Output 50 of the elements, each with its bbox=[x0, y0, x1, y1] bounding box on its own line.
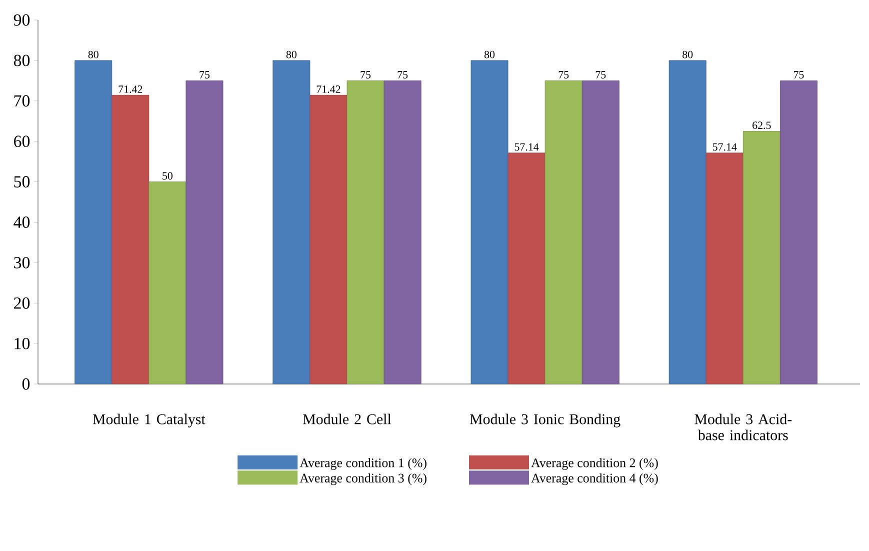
bar bbox=[272, 60, 310, 384]
y-tick-label: 40 bbox=[14, 216, 30, 228]
data-label: 80 bbox=[88, 50, 98, 58]
y-tick-label: 20 bbox=[14, 297, 30, 309]
data-label: 57.14 bbox=[514, 143, 539, 151]
bar bbox=[310, 94, 348, 384]
x-tick-label: Module 2 Cell bbox=[303, 414, 392, 424]
bar bbox=[508, 152, 546, 384]
bar bbox=[582, 80, 620, 384]
data-label: 75 bbox=[558, 71, 569, 78]
data-label: 80 bbox=[484, 50, 495, 58]
data-label: 80 bbox=[682, 50, 693, 58]
data-label: 71.42 bbox=[316, 86, 340, 93]
y-tick-label: 90 bbox=[14, 14, 30, 26]
data-label: 75 bbox=[200, 71, 210, 78]
y-tick-label: 0 bbox=[22, 378, 30, 390]
y-tick-label: 70 bbox=[14, 95, 30, 107]
bar bbox=[706, 152, 744, 384]
bar bbox=[780, 80, 818, 384]
data-label: 75 bbox=[596, 71, 606, 78]
bar bbox=[470, 60, 508, 384]
data-label: 71.42 bbox=[118, 86, 142, 93]
y-tick-label: 60 bbox=[14, 136, 30, 148]
bar bbox=[544, 80, 582, 384]
y-tick-label: 30 bbox=[14, 256, 30, 268]
legend-label: Average condition 3 (%) bbox=[300, 473, 426, 486]
data-label: 80 bbox=[286, 50, 296, 58]
y-tick-label: 50 bbox=[14, 176, 30, 188]
bar bbox=[384, 80, 422, 384]
data-label: 75 bbox=[398, 71, 408, 78]
legend-label: Average condition 4 (%) bbox=[531, 473, 658, 486]
data-label: 57.14 bbox=[712, 143, 737, 151]
bar bbox=[74, 60, 112, 384]
bar bbox=[186, 80, 224, 384]
legend-label: Average condition 1 (%) bbox=[300, 458, 426, 470]
x-tick-label: Module 3 Acid-base indicators bbox=[694, 414, 792, 440]
bar bbox=[742, 131, 780, 384]
x-tick-label: Module 3 Ionic Bonding bbox=[470, 414, 620, 428]
data-label: 75 bbox=[794, 71, 804, 78]
x-tick-label: Module 1 Catalyst bbox=[92, 414, 206, 428]
y-tick-label: 10 bbox=[14, 338, 30, 350]
bar bbox=[668, 60, 706, 384]
data-label: 75 bbox=[360, 71, 371, 78]
bar bbox=[148, 182, 186, 384]
data-label: 50 bbox=[162, 172, 173, 180]
bar bbox=[112, 94, 150, 384]
data-label: 62.5 bbox=[752, 122, 771, 130]
legend-label: Average condition 2 (%) bbox=[531, 458, 658, 470]
y-tick-label: 80 bbox=[14, 54, 30, 66]
bar bbox=[346, 80, 384, 384]
